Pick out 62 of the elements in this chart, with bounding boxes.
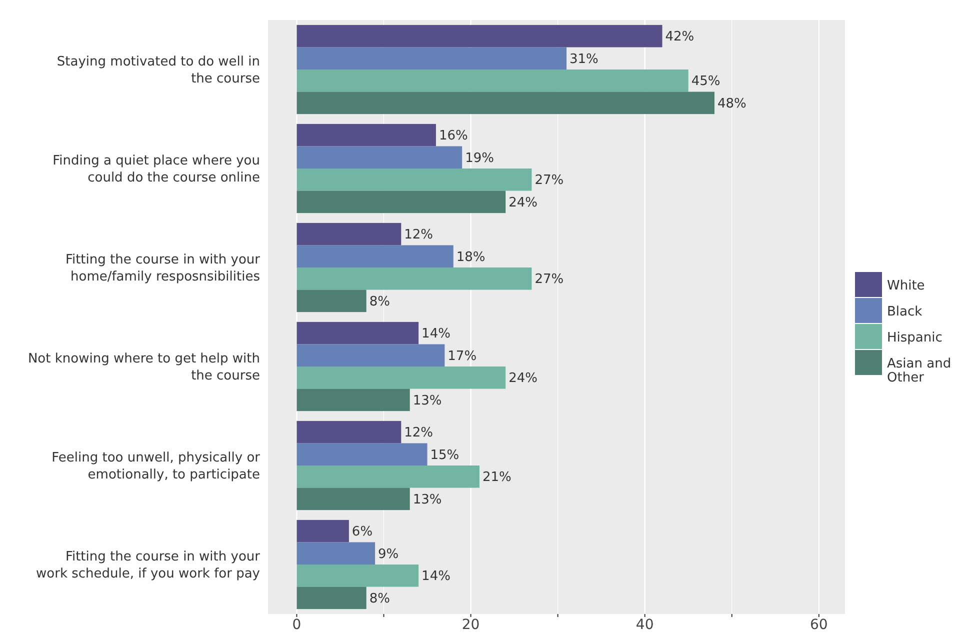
x-tick-label: 40 <box>636 617 654 633</box>
bar <box>296 190 506 214</box>
data-label: 18% <box>456 250 486 265</box>
bar <box>296 268 532 290</box>
bar <box>296 146 462 168</box>
y-tick-label: Fitting the course in with your work schedule, if you work for pay <box>36 550 261 582</box>
x-tick-label: 0 <box>292 617 302 633</box>
bar <box>296 168 532 191</box>
data-label: 12% <box>404 426 434 441</box>
data-label: 42% <box>665 30 694 45</box>
data-label: 27% <box>534 173 564 188</box>
legend-label: Asian and Other <box>887 356 952 386</box>
bar <box>296 222 402 246</box>
legend-label: Black <box>887 304 923 320</box>
bar <box>296 24 662 48</box>
bar <box>296 70 688 92</box>
data-label: 16% <box>438 128 468 144</box>
bar <box>296 488 410 510</box>
bar <box>296 124 436 146</box>
bar <box>296 344 445 366</box>
bar <box>296 542 376 564</box>
x-tick-label: 60 <box>810 617 828 633</box>
bar <box>296 245 454 268</box>
bar <box>296 92 714 114</box>
bar <box>296 586 366 610</box>
data-label: 31% <box>570 52 598 67</box>
bar <box>296 520 349 542</box>
data-label: 48% <box>717 96 746 112</box>
data-label: 8% <box>369 294 390 310</box>
data-label: 17% <box>448 348 477 364</box>
data-label: 45% <box>691 74 720 90</box>
y-tick-label: Finding a quiet place where you could do the course online <box>52 154 260 186</box>
bar <box>296 443 428 466</box>
data-label: 6% <box>352 524 373 540</box>
bar <box>296 420 402 444</box>
x-tick-label: 20 <box>462 617 480 633</box>
y-tick-label: Feeling too unwell, physically or emotionally, to participate <box>52 450 261 483</box>
legend-label: Hispanic <box>887 330 942 346</box>
data-label: 14% <box>422 569 450 584</box>
data-label: 12% <box>404 228 434 243</box>
legend-label: White <box>887 278 925 294</box>
y-tick-label: Not knowing where to get help with the course <box>28 352 260 384</box>
data-label: 24% <box>508 195 538 210</box>
bar <box>296 466 480 488</box>
y-tick-label: Fitting the course in with your home/family resposnsibilities <box>65 252 261 285</box>
data-label: 9% <box>378 546 399 562</box>
bar <box>296 388 410 412</box>
data-label: 21% <box>482 470 512 486</box>
data-label: 14% <box>422 326 450 342</box>
data-label: 13% <box>412 492 442 508</box>
data-label: 15% <box>430 448 460 463</box>
data-label: 24% <box>508 371 538 386</box>
bar <box>296 47 567 70</box>
data-label: 13% <box>412 393 442 408</box>
bar <box>296 564 419 587</box>
data-label: 8% <box>369 591 390 606</box>
data-label: 19% <box>465 150 494 166</box>
y-tick-label: Staying motivated to do well in the course <box>56 54 260 87</box>
bar <box>296 366 506 389</box>
bar <box>296 322 419 344</box>
data-label: 27% <box>534 272 564 288</box>
bar <box>296 290 366 312</box>
